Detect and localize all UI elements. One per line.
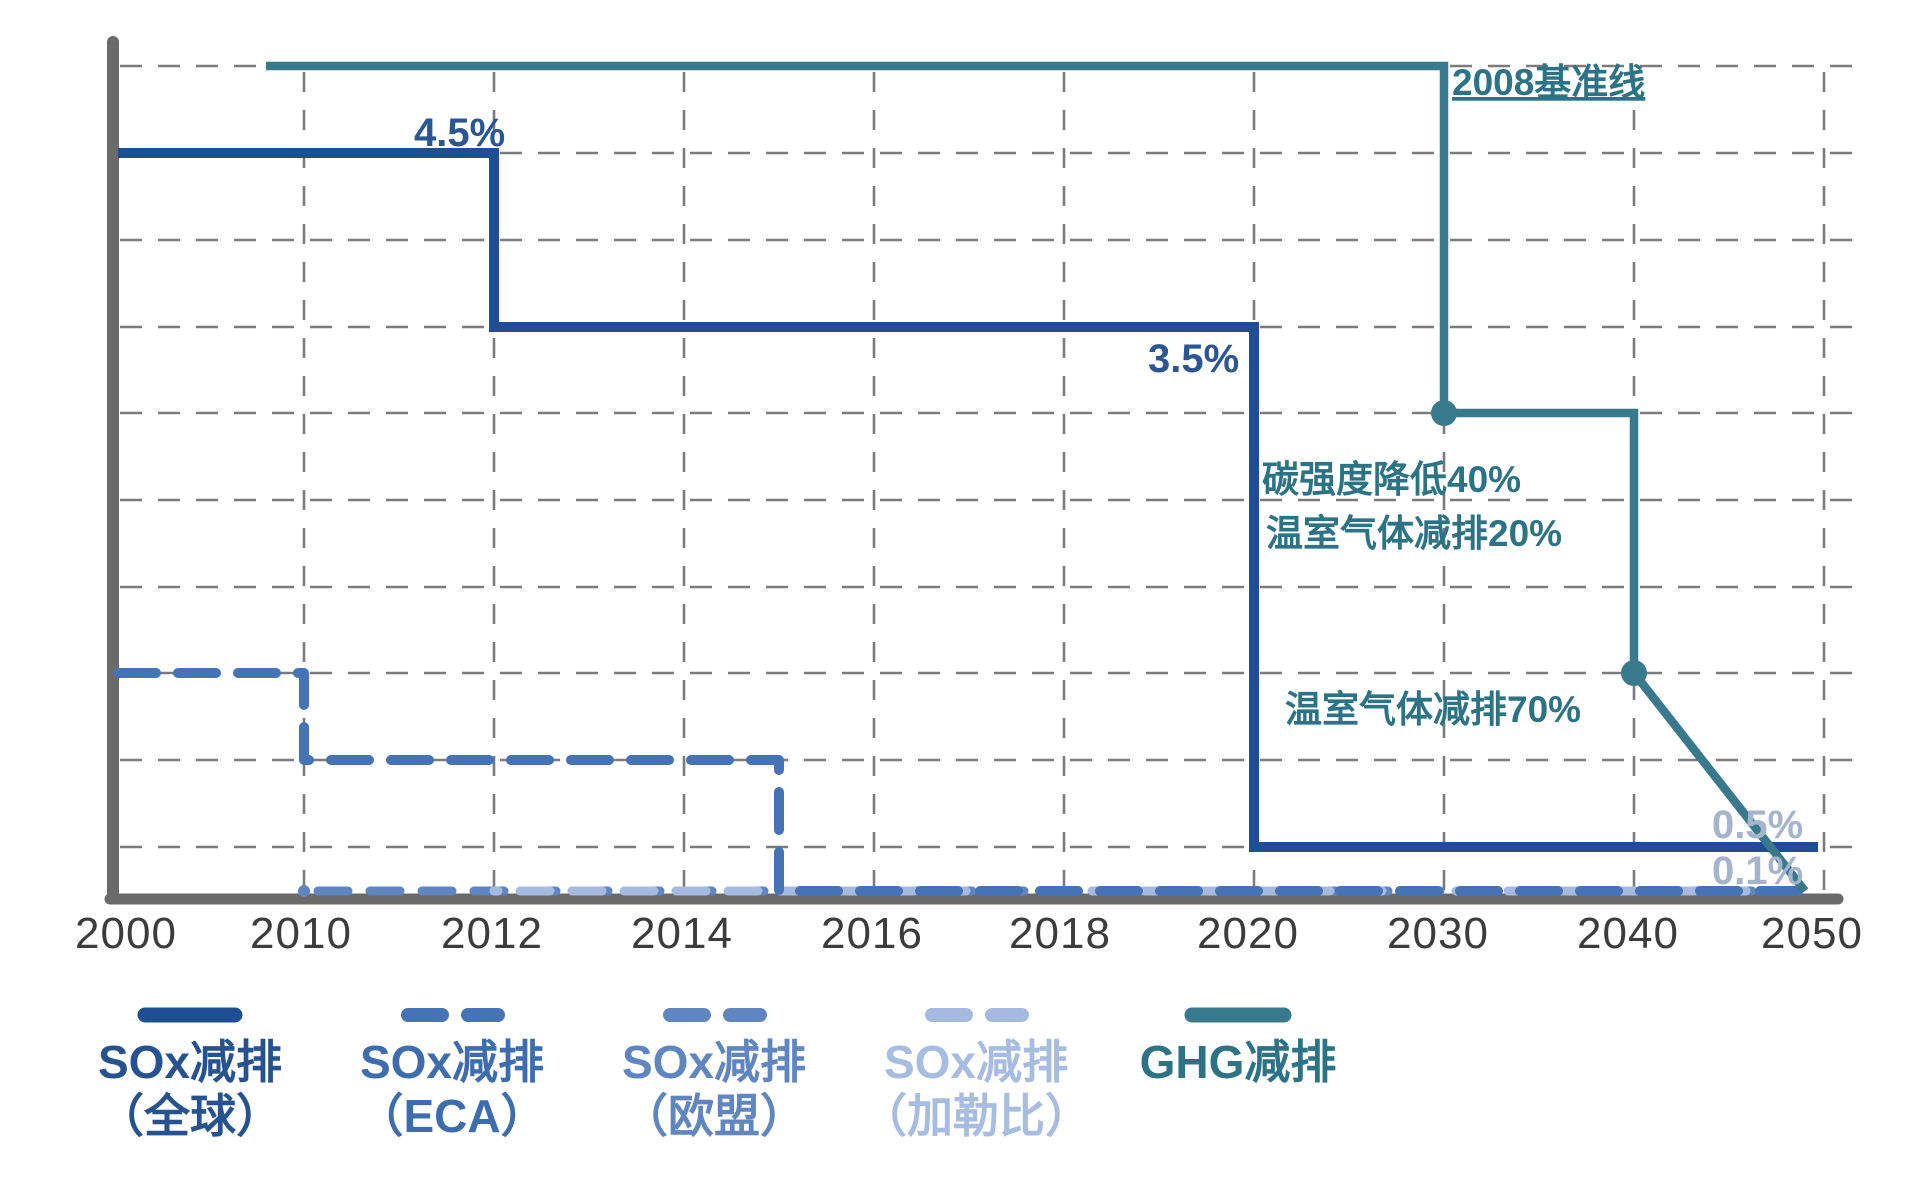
x-tick-2020: 2020 — [1197, 909, 1299, 958]
series-sox-eu-start-dot — [298, 885, 310, 897]
series-sox-eca — [113, 668, 1803, 896]
annotation-ghg-20: 温室气体减排20% — [1266, 512, 1562, 554]
vertical-gridlines — [302, 72, 1826, 894]
x-tick-2018: 2018 — [1009, 909, 1111, 958]
ghg-marker-2030 — [1431, 400, 1457, 426]
legend-item-ghg: GHG减排 — [1140, 1007, 1337, 1088]
x-tick-2040: 2040 — [1577, 909, 1679, 958]
annotations: 2008基准线 4.5% 3.5% 碳强度降低40% 温室气体减排20% 温室气… — [414, 62, 1803, 893]
annotation-0-1-percent: 0.1% — [1712, 849, 1803, 893]
x-axis-labels: 2000 2010 2012 2014 2016 2018 2020 2030 … — [75, 909, 1863, 958]
annotation-2008-baseline: 2008基准线 — [1452, 62, 1645, 103]
annotation-ghg-70: 温室气体减排70% — [1285, 688, 1581, 730]
legend-label: （欧盟） — [622, 1090, 806, 1142]
x-tick-2000: 2000 — [75, 909, 177, 958]
legend-item-sox-global: SOx减排 （全球） — [98, 1007, 282, 1142]
x-tick-2050: 2050 — [1761, 909, 1863, 958]
annotation-4-5-percent: 4.5% — [414, 111, 505, 155]
legend-label: SOx减排 — [360, 1036, 544, 1088]
legend-label: SOx减排 — [884, 1036, 1068, 1088]
x-tick-2030: 2030 — [1387, 909, 1489, 958]
legend-label: GHG减排 — [1140, 1036, 1337, 1088]
legend-item-sox-eu: SOx减排 （欧盟） — [622, 1008, 806, 1142]
x-tick-2016: 2016 — [821, 909, 923, 958]
series-ghg — [266, 61, 1809, 894]
annotation-carbon-intensity-40: 碳强度降低40% — [1262, 459, 1521, 500]
legend-label: SOx减排 — [622, 1036, 806, 1088]
legend-label: （ECA） — [357, 1090, 546, 1142]
legend-item-sox-eca: SOx减排 （ECA） — [357, 1008, 547, 1142]
annotation-0-5-percent: 0.5% — [1712, 803, 1803, 847]
legend-item-sox-caribbean: SOx减排 （加勒比） — [861, 1008, 1091, 1142]
series-sox-global — [118, 148, 1818, 852]
ghg-marker-2040 — [1621, 660, 1647, 686]
annotation-3-5-percent: 3.5% — [1148, 337, 1239, 381]
horizontal-gridlines — [120, 64, 1852, 849]
x-tick-2014: 2014 — [631, 909, 733, 958]
x-tick-2012: 2012 — [441, 909, 543, 958]
x-tick-2010: 2010 — [250, 909, 352, 958]
legend: SOx减排 （全球） SOx减排 （ECA） SOx减排 （欧盟） SOx减排 … — [98, 1007, 1337, 1142]
legend-label: SOx减排 — [98, 1036, 282, 1088]
axes — [104, 36, 1844, 905]
legend-label: （加勒比） — [861, 1090, 1091, 1142]
legend-label: （全球） — [98, 1090, 282, 1142]
